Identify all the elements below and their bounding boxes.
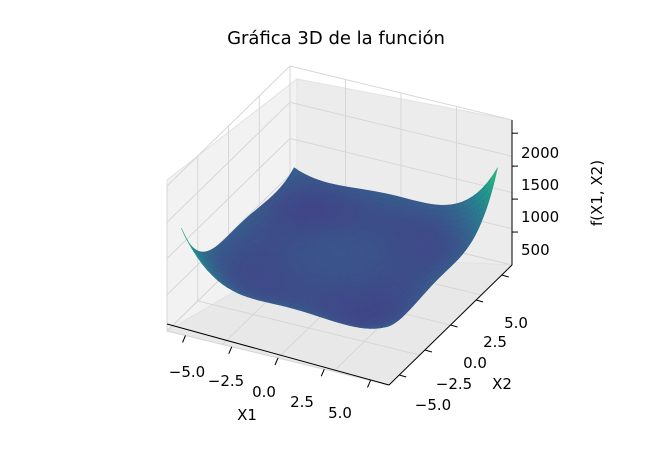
- y-tick-label: −5.0: [415, 396, 451, 414]
- z-tick-label: 1500: [521, 176, 559, 194]
- y-tick-label: 5.0: [504, 314, 528, 332]
- x-tick-mark: [367, 380, 371, 388]
- y-tick-mark: [399, 374, 407, 378]
- grid-line: [289, 65, 513, 121]
- grid-line: [289, 138, 513, 193]
- z-tick-label: 2000: [521, 144, 559, 162]
- x-axis-label: X1: [237, 406, 257, 424]
- surface-facet: [379, 326, 388, 329]
- x-tick-label: 5.0: [328, 404, 352, 422]
- x-tick-mark: [274, 357, 279, 366]
- y-tick-label: 2.5: [483, 333, 507, 351]
- y-tick-mark: [501, 274, 509, 278]
- grid-line: [166, 138, 291, 259]
- z-tick-label: 1000: [521, 208, 559, 226]
- x-tick-label: 2.5: [290, 393, 314, 411]
- x-tick-mark: [228, 346, 233, 354]
- y-tick-mark: [475, 299, 484, 303]
- x-axis-line: [166, 323, 390, 386]
- axes-3d: −5.0 −2.5 0.0 2.5 5.0 −5.0 −2.5 0.0 2.5 …: [165, 65, 606, 424]
- surface-plot: [181, 167, 498, 329]
- y-tick-mark: [450, 324, 458, 328]
- grid-line: [289, 101, 513, 157]
- x-tick-mark: [182, 335, 186, 343]
- grid-line: [166, 101, 291, 223]
- y-axis-label: X2: [492, 375, 512, 393]
- z-tick-label: 500: [521, 241, 550, 259]
- grid-line: [166, 65, 291, 187]
- x-tick-mark: [320, 369, 325, 377]
- y-tick-label: 0.0: [463, 354, 487, 372]
- x-tick-label: 0.0: [252, 383, 276, 401]
- x-tick-label: −5.0: [169, 363, 205, 381]
- chart-title: Gráfica 3D de la función: [227, 28, 445, 49]
- y-tick-label: −2.5: [436, 375, 472, 393]
- x-tick-label: −2.5: [208, 372, 244, 390]
- z-axis-label: f(X1, X2): [588, 160, 606, 226]
- tick-marks: [182, 132, 518, 388]
- y-tick-mark: [424, 349, 433, 353]
